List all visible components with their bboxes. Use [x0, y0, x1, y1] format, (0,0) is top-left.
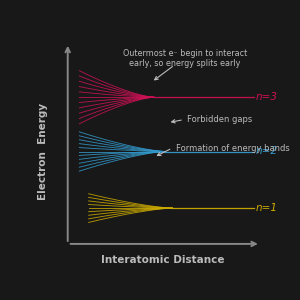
Text: n=3: n=3: [256, 92, 278, 102]
Text: n=1: n=1: [256, 203, 278, 213]
Text: Electron  Energy: Electron Energy: [38, 103, 48, 200]
Text: Forbidden gaps: Forbidden gaps: [188, 115, 253, 124]
Text: Outermost e⁻ begin to interact
early, so energy splits early: Outermost e⁻ begin to interact early, so…: [123, 49, 247, 68]
Text: Interatomic Distance: Interatomic Distance: [101, 255, 225, 265]
Text: n=2: n=2: [256, 146, 278, 157]
Text: Formation of energy bands: Formation of energy bands: [176, 143, 290, 152]
